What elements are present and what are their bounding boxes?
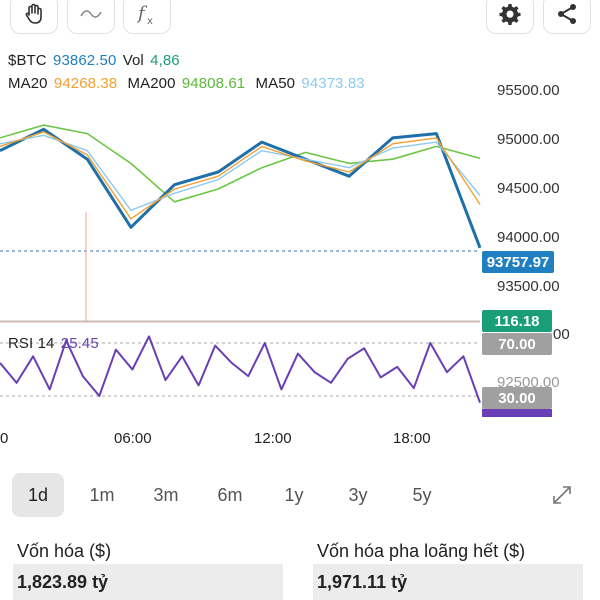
- range-3m-button[interactable]: 3m: [153, 484, 179, 505]
- fullscreen-button[interactable]: [540, 473, 584, 517]
- range-6m-button[interactable]: 6m: [217, 484, 243, 505]
- price-axis-label: 93500.00: [497, 278, 560, 295]
- function-icon: f x: [136, 3, 153, 27]
- rsi-value: 25.45: [60, 335, 99, 352]
- legend-symbol: $BTC: [8, 52, 47, 69]
- legend-ma50-value: 94373.83: [301, 75, 365, 92]
- rsi-lower-tag: 30.00: [482, 387, 552, 409]
- range-1m-button[interactable]: 1m: [89, 484, 115, 505]
- share-icon: [558, 4, 576, 24]
- series-line-ma50: [0, 134, 481, 212]
- legend-price: 93862.50: [53, 52, 117, 69]
- hand-icon: [25, 3, 42, 24]
- price-series-group: [0, 124, 482, 249]
- volume-tag: 116.18: [482, 310, 552, 332]
- ma-legend: MA20 94268.38 MA200 94808.61 MA50 94373.…: [8, 75, 367, 92]
- time-axis-label: 06:00: [114, 430, 152, 447]
- market-cap-value: 1,823.89 tỷ: [13, 564, 283, 600]
- gear-icon: [499, 4, 521, 25]
- rsi-current-tag: [482, 409, 552, 417]
- time-axis-label: 0: [0, 430, 9, 447]
- rsi-series-group: [0, 335, 481, 403]
- share-button[interactable]: [543, 0, 591, 34]
- range-5y-button[interactable]: 5y: [412, 484, 432, 505]
- range-1y-button[interactable]: 1y: [284, 484, 304, 505]
- market-cap-label: Vốn hóa ($): [17, 541, 112, 561]
- price-axis-label: 95500.00: [497, 82, 560, 99]
- legend-ma50-label: MA50: [255, 75, 296, 92]
- legend-vol-label: Vol: [122, 52, 144, 69]
- wave-icon: [80, 10, 102, 18]
- price-legend: $BTC 93862.50 Vol 4,86: [8, 52, 182, 69]
- legend-ma200-value: 94808.61: [181, 75, 246, 92]
- hand-tool-button[interactable]: [10, 0, 58, 34]
- rsi-legend: RSI 14 25.45: [8, 335, 101, 352]
- series-line-ma20: [0, 131, 481, 220]
- svg-text:x: x: [147, 16, 153, 27]
- price-chart[interactable]: [0, 0, 600, 430]
- legend-ma20-label: MA20: [8, 75, 48, 92]
- price-axis-label: 94000.00: [497, 229, 560, 246]
- fdv-value: 1,971.11 tỷ: [313, 564, 583, 600]
- legend-ma20-value: 94268.38: [53, 75, 118, 92]
- indicator-button[interactable]: f x: [123, 0, 171, 34]
- rsi-axis-label: 92500.00: [497, 374, 560, 391]
- expand-icon: [553, 486, 571, 504]
- series-line-ma200: [0, 124, 481, 203]
- price-axis-label: 95000.00: [497, 131, 560, 148]
- series-line-btc: [0, 127, 482, 249]
- time-axis-label: 12:00: [254, 430, 292, 447]
- rsi-upper-tag: 70.00: [482, 333, 552, 355]
- legend-ma200-label: MA200: [127, 75, 176, 92]
- price-axis-label: 94500.00: [497, 180, 560, 197]
- legend-vol-value: 4,86: [150, 52, 180, 69]
- time-range-selector: 1d 1m 3m 6m 1y 3y 5y: [12, 473, 588, 517]
- range-3y-button[interactable]: 3y: [348, 484, 368, 505]
- time-axis-label: 18:00: [393, 430, 431, 447]
- range-1d-button[interactable]: 1d: [12, 473, 64, 517]
- fdv-label: Vốn hóa pha loãng hết ($): [317, 541, 526, 561]
- rsi-line: [0, 335, 481, 403]
- settings-button[interactable]: [486, 0, 534, 34]
- chart-toolbar: f x: [0, 0, 600, 34]
- rsi-axis-label-partial: 00: [553, 326, 570, 343]
- draw-tool-button[interactable]: [67, 0, 115, 34]
- rsi-label: RSI 14: [8, 335, 55, 352]
- last-price-tag: 93757.97: [482, 251, 554, 273]
